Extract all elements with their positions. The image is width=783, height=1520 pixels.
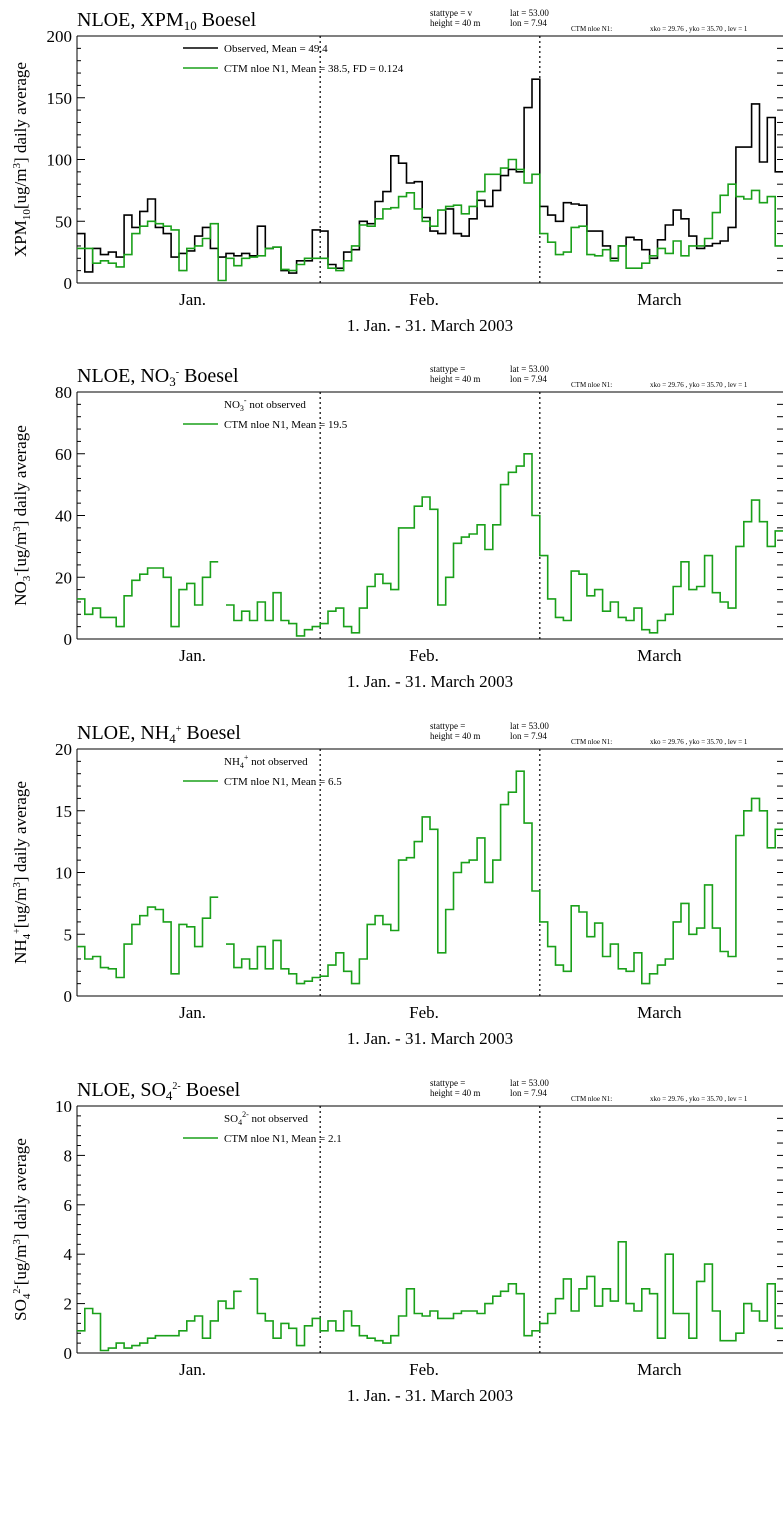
meta-lon: lon = 7.94 <box>510 731 547 741</box>
y-tick-label: 4 <box>64 1245 73 1264</box>
month-label: March <box>637 290 682 309</box>
meta-ctm: CTM nloe N1: <box>571 25 612 33</box>
meta-lon: lon = 7.94 <box>510 1088 547 1098</box>
month-label: Jan. <box>179 646 206 665</box>
y-tick-label: 6 <box>64 1196 73 1215</box>
month-label: March <box>637 1360 682 1379</box>
y-tick-label: 60 <box>55 445 72 464</box>
y-tick-label: 20 <box>55 740 72 759</box>
month-label: Jan. <box>179 1003 206 1022</box>
y-tick-label: 5 <box>64 925 73 944</box>
meta-lat: lat = 53.00 <box>510 8 549 18</box>
chart-title: NLOE, NO3- Boesel <box>77 365 239 389</box>
meta-stattype: stattype = v <box>430 8 473 18</box>
meta-lat: lat = 53.00 <box>510 721 549 731</box>
chart-panel: NLOE, NO3- Boesel stattype =height = 40 m… <box>11 364 783 691</box>
meta-lon: lon = 7.94 <box>510 374 547 384</box>
y-tick-label: 0 <box>64 274 73 293</box>
legend-entry: NO3- not observed <box>224 396 306 413</box>
month-label: Feb. <box>409 1360 439 1379</box>
meta-lon: lon = 7.94 <box>510 18 547 28</box>
legend-entry: CTM nloe N1, Mean = 2.1 <box>224 1133 342 1145</box>
meta-stattype: stattype = <box>430 364 465 374</box>
meta-lat: lat = 53.00 <box>510 1078 549 1088</box>
month-label: March <box>637 1003 682 1022</box>
meta-ctm: CTM nloe N1: <box>571 1095 612 1103</box>
month-label: Jan. <box>179 290 206 309</box>
y-axis-label: XPM10[ug/m3] daily average <box>11 62 33 257</box>
meta-height: height = 40 m <box>430 1088 480 1098</box>
y-tick-label: 200 <box>47 27 73 46</box>
y-tick-label: 40 <box>55 507 72 526</box>
month-label: Feb. <box>409 290 439 309</box>
series-line <box>77 453 783 637</box>
meta-height: height = 40 m <box>430 18 480 28</box>
x-axis-label: 1. Jan. - 31. March 2003 <box>347 672 513 691</box>
y-tick-label: 80 <box>55 383 72 402</box>
y-tick-label: 50 <box>55 212 72 231</box>
y-tick-label: 20 <box>55 568 72 587</box>
month-label: March <box>637 646 682 665</box>
meta-stattype: stattype = <box>430 721 465 731</box>
meta-height: height = 40 m <box>430 731 480 741</box>
y-tick-label: 10 <box>55 864 72 883</box>
meta-coords: xko = 29.76 , yko = 35.70 , lev = 1 <box>650 1095 748 1103</box>
chart-title: NLOE, NH4+ Boesel <box>77 722 241 746</box>
meta-coords: xko = 29.76 , yko = 35.70 , lev = 1 <box>650 25 748 33</box>
legend-entry: NH4+ not observed <box>224 753 308 770</box>
x-axis-label: 1. Jan. - 31. March 2003 <box>347 1029 513 1048</box>
meta-coords: xko = 29.76 , yko = 35.70 , lev = 1 <box>650 738 748 746</box>
y-tick-label: 100 <box>47 151 73 170</box>
y-axis-label: NO3-[ug/m3] daily average <box>11 425 33 606</box>
x-axis-label: 1. Jan. - 31. March 2003 <box>347 316 513 335</box>
chart-panel: NLOE, SO42- Boesel stattype =height = 40 … <box>11 1078 783 1405</box>
meta-lat: lat = 53.00 <box>510 364 549 374</box>
y-tick-label: 15 <box>55 802 72 821</box>
series-line <box>77 78 783 274</box>
meta-stattype: stattype = <box>430 1078 465 1088</box>
y-tick-label: 10 <box>55 1097 72 1116</box>
y-axis-label: NH4+[ug/m3] daily average <box>11 781 33 964</box>
y-tick-label: 8 <box>64 1146 73 1165</box>
x-axis-label: 1. Jan. - 31. March 2003 <box>347 1386 513 1405</box>
y-tick-label: 150 <box>47 89 73 108</box>
chart-title: NLOE, XPM10 Boesel <box>77 9 257 33</box>
legend-entry: CTM nloe N1, Mean = 6.5 <box>224 776 342 788</box>
legend-entry: CTM nloe N1, Mean = 38.5, FD = 0.124 <box>224 63 404 75</box>
y-tick-label: 0 <box>64 630 73 649</box>
series-line <box>77 1241 783 1352</box>
chart-title: NLOE, SO42- Boesel <box>77 1079 241 1103</box>
meta-ctm: CTM nloe N1: <box>571 381 612 389</box>
y-tick-label: 2 <box>64 1295 73 1314</box>
month-label: Jan. <box>179 1360 206 1379</box>
legend-entry: SO42- not observed <box>224 1110 308 1127</box>
meta-ctm: CTM nloe N1: <box>571 738 612 746</box>
y-tick-label: 0 <box>64 987 73 1006</box>
legend-entry: CTM nloe N1, Mean = 19.5 <box>224 419 348 431</box>
y-tick-label: 0 <box>64 1344 73 1363</box>
month-label: Feb. <box>409 646 439 665</box>
legend-entry: Observed, Mean = 49.4 <box>224 43 328 55</box>
meta-coords: xko = 29.76 , yko = 35.70 , lev = 1 <box>650 381 748 389</box>
chart-panel: NLOE, NH4+ Boesel stattype =height = 40 m… <box>11 721 783 1048</box>
meta-height: height = 40 m <box>430 374 480 384</box>
y-axis-label: SO42-[ug/m3] daily average <box>11 1138 33 1321</box>
month-label: Feb. <box>409 1003 439 1022</box>
series-line <box>77 770 783 985</box>
series-line <box>77 158 783 282</box>
